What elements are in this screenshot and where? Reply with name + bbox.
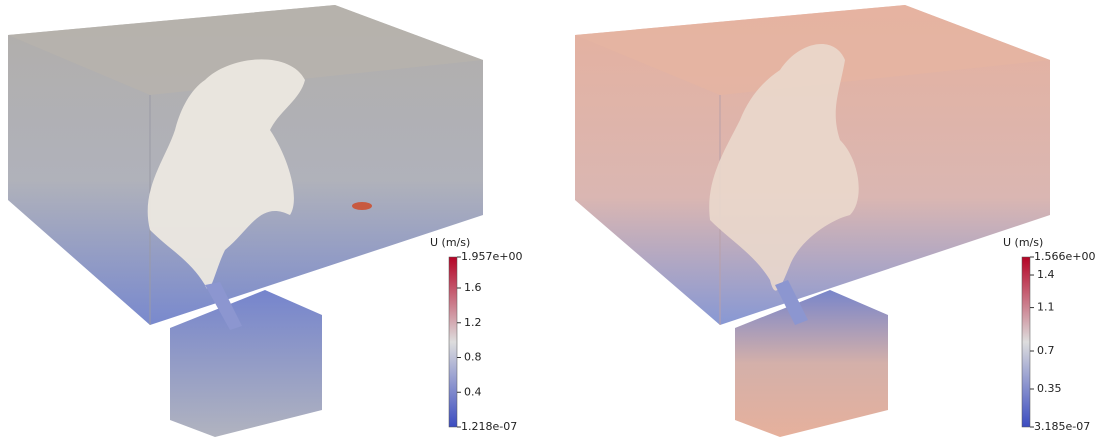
tick-label: 1.1	[1037, 301, 1055, 314]
tick-label: 0.4	[464, 385, 482, 398]
right-domain	[575, 5, 1050, 437]
tick-label: 1.6	[464, 281, 482, 294]
colorbar-title: U (m/s)	[1003, 236, 1043, 249]
tick-label: 1.2	[464, 316, 482, 329]
colorbar	[1021, 256, 1031, 428]
tick-label: 1.4	[1037, 268, 1055, 281]
colorbar-title: U (m/s)	[430, 236, 470, 249]
tick-label: 0.8	[464, 351, 482, 364]
colorbar	[448, 256, 458, 428]
range-label: 1.566e+00	[1034, 250, 1095, 263]
left-domain	[8, 5, 483, 437]
range-label: 1.218e-07	[461, 420, 517, 433]
range-label: 1.957e+00	[461, 250, 522, 263]
tick-label: 0.35	[1037, 382, 1062, 395]
tick-label: 0.7	[1037, 344, 1055, 357]
range-label: 3.185e-07	[1034, 420, 1090, 433]
